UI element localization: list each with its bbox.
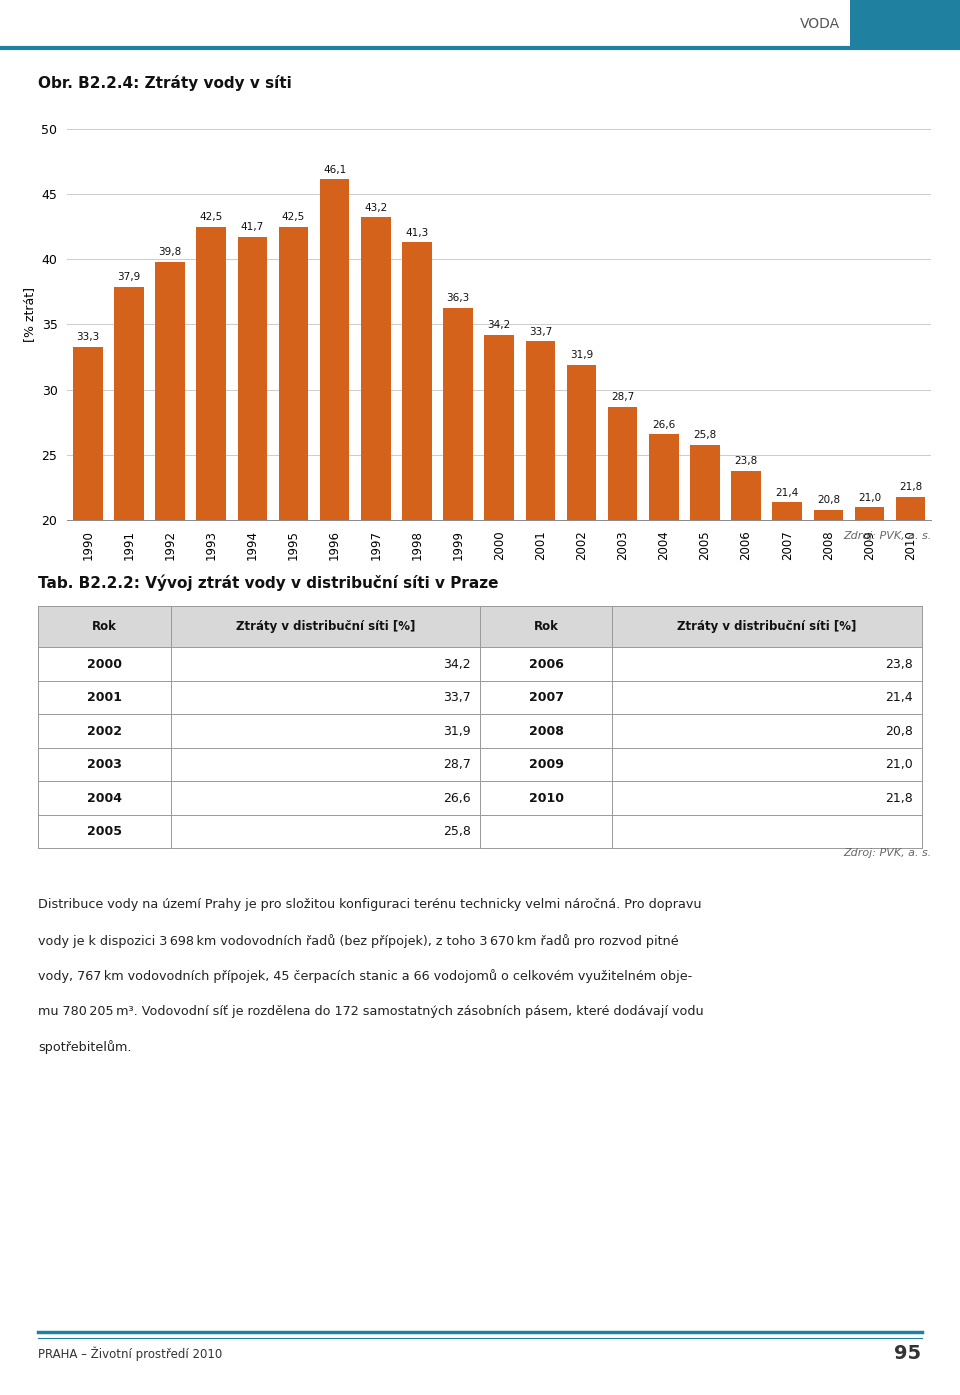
Text: 33,7: 33,7 xyxy=(529,326,552,338)
Bar xyxy=(444,307,473,520)
Text: Tab. B2.2.2: Vývoj ztrát vody v distribuční síti v Praze: Tab. B2.2.2: Vývoj ztrát vody v distribu… xyxy=(38,575,499,591)
Bar xyxy=(813,511,843,520)
Bar xyxy=(114,286,144,520)
Text: 2004: 2004 xyxy=(87,791,122,805)
Text: 42,5: 42,5 xyxy=(282,212,305,222)
Text: 2002: 2002 xyxy=(87,724,122,738)
Text: 26,6: 26,6 xyxy=(444,791,471,805)
Text: 21,4: 21,4 xyxy=(776,488,799,498)
Text: 25,8: 25,8 xyxy=(693,430,716,439)
Text: 43,2: 43,2 xyxy=(364,202,388,213)
Text: 2000: 2000 xyxy=(87,657,122,671)
Bar xyxy=(402,243,432,520)
Text: 2009: 2009 xyxy=(529,757,564,771)
Bar xyxy=(237,237,267,520)
Text: 34,2: 34,2 xyxy=(488,321,511,331)
Text: 34,2: 34,2 xyxy=(444,657,471,671)
Text: 23,8: 23,8 xyxy=(885,657,913,671)
Bar xyxy=(608,407,637,520)
Text: 2005: 2005 xyxy=(87,824,122,838)
Bar xyxy=(525,342,555,520)
Bar xyxy=(361,218,391,520)
Bar xyxy=(732,470,761,520)
Text: 23,8: 23,8 xyxy=(734,456,757,466)
Text: 46,1: 46,1 xyxy=(323,165,347,174)
Text: 2001: 2001 xyxy=(87,691,122,704)
Text: 41,3: 41,3 xyxy=(405,227,428,237)
Text: 2008: 2008 xyxy=(529,724,564,738)
Bar xyxy=(690,445,720,520)
Text: 33,7: 33,7 xyxy=(444,691,471,704)
Bar xyxy=(485,335,514,520)
Text: 21,0: 21,0 xyxy=(858,492,881,502)
Text: B2: B2 xyxy=(878,7,931,40)
Text: 37,9: 37,9 xyxy=(117,272,140,282)
Text: 95: 95 xyxy=(895,1345,922,1363)
Text: 42,5: 42,5 xyxy=(200,212,223,222)
Bar xyxy=(896,497,925,520)
Text: 2006: 2006 xyxy=(529,657,564,671)
Bar xyxy=(854,508,884,520)
Bar xyxy=(566,365,596,520)
Bar xyxy=(73,347,103,520)
Text: 2003: 2003 xyxy=(87,757,122,771)
Text: Ztráty v distribuční síti [%]: Ztráty v distribuční síti [%] xyxy=(236,619,415,633)
Text: vody, 767 km vodovodních přípojek, 45 čerpacích stanic a 66 vodojomů o celkovém : vody, 767 km vodovodních přípojek, 45 če… xyxy=(38,970,693,983)
Text: Zdroj: PVK, a. s.: Zdroj: PVK, a. s. xyxy=(843,848,931,858)
Text: 2010: 2010 xyxy=(529,791,564,805)
Bar xyxy=(197,226,226,520)
Text: 26,6: 26,6 xyxy=(652,420,676,430)
Bar xyxy=(278,226,308,520)
Bar xyxy=(38,605,922,647)
Bar xyxy=(773,502,802,520)
Text: 25,8: 25,8 xyxy=(444,824,471,838)
Text: 33,3: 33,3 xyxy=(76,332,100,342)
Text: Rok: Rok xyxy=(534,619,559,633)
Text: spotřebitelům.: spotřebitelům. xyxy=(38,1039,132,1053)
Text: 20,8: 20,8 xyxy=(817,495,840,505)
Text: 20,8: 20,8 xyxy=(885,724,913,738)
Text: 21,4: 21,4 xyxy=(885,691,913,704)
Text: 21,8: 21,8 xyxy=(885,791,913,805)
Text: Ztráty v distribuční síti [%]: Ztráty v distribuční síti [%] xyxy=(678,619,856,633)
Text: Rok: Rok xyxy=(92,619,117,633)
Bar xyxy=(320,180,349,520)
Text: PRAHA – Životní prostředí 2010: PRAHA – Životní prostředí 2010 xyxy=(38,1346,223,1362)
Text: Zdroj: PVK, a. s.: Zdroj: PVK, a. s. xyxy=(843,530,931,541)
Text: 41,7: 41,7 xyxy=(241,222,264,233)
Bar xyxy=(156,262,185,520)
Text: 36,3: 36,3 xyxy=(446,293,469,303)
Text: 28,7: 28,7 xyxy=(444,757,471,771)
Text: mu 780 205 m³. Vodovodní síť je rozdělena do 172 samostatných zásobních pásem, k: mu 780 205 m³. Vodovodní síť je rozdělen… xyxy=(38,1004,704,1018)
Text: 31,9: 31,9 xyxy=(570,350,593,360)
Text: Distribuce vody na území Prahy je pro složitou konfiguraci terénu technicky velm: Distribuce vody na území Prahy je pro sl… xyxy=(38,898,702,911)
Y-axis label: [% ztrát]: [% ztrát] xyxy=(23,287,36,342)
Text: 21,0: 21,0 xyxy=(885,757,913,771)
Text: 28,7: 28,7 xyxy=(611,392,635,402)
Text: vody je k dispozici 3 698 km vodovodních řadů (bez přípojek), z toho 3 670 km řa: vody je k dispozici 3 698 km vodovodních… xyxy=(38,933,679,947)
Text: 21,8: 21,8 xyxy=(899,483,923,492)
Text: 2007: 2007 xyxy=(529,691,564,704)
Text: 31,9: 31,9 xyxy=(444,724,471,738)
Text: VODA: VODA xyxy=(801,17,840,31)
Text: 39,8: 39,8 xyxy=(158,247,181,257)
Bar xyxy=(649,434,679,520)
Text: Obr. B2.2.4: Ztráty vody v síti: Obr. B2.2.4: Ztráty vody v síti xyxy=(38,75,292,91)
